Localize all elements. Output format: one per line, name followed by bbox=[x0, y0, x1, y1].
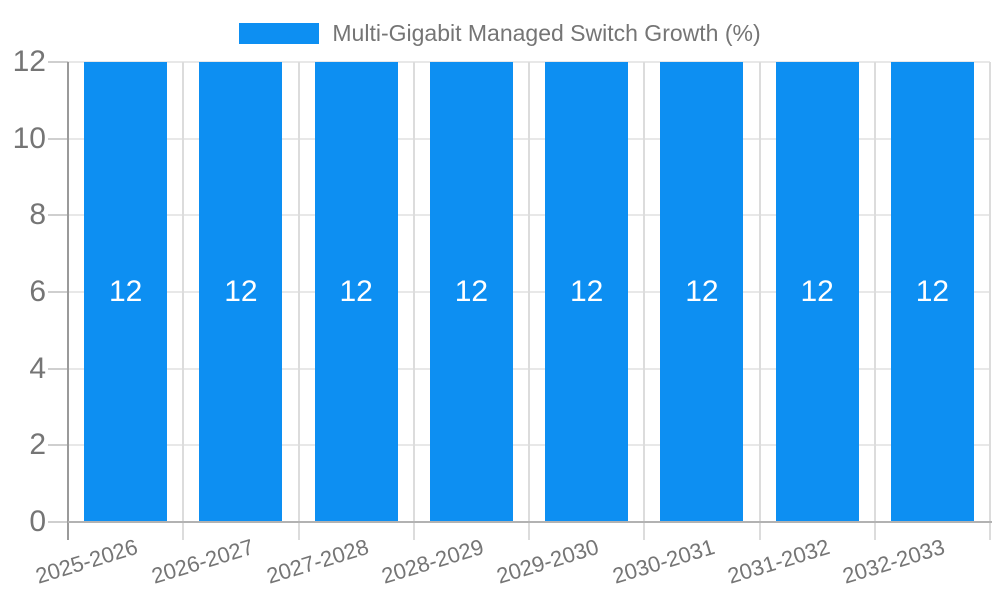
x-axis-tick-label: 2030-2031 bbox=[609, 534, 718, 589]
x-axis-tick-label: 2029-2030 bbox=[494, 534, 602, 589]
y-axis-tick bbox=[48, 521, 68, 523]
y-axis-tick-label: 10 bbox=[12, 121, 46, 155]
y-axis-tick-label: 4 bbox=[29, 351, 46, 385]
bar[interactable]: 12 bbox=[84, 62, 168, 522]
x-axis-tick-label: 2025-2026 bbox=[33, 534, 141, 589]
legend-label: Multi-Gigabit Managed Switch Growth (%) bbox=[332, 20, 761, 46]
y-axis-tick bbox=[48, 214, 68, 217]
gridline-vertical bbox=[412, 62, 415, 540]
y-axis-tick bbox=[48, 367, 68, 370]
gridline-vertical bbox=[182, 62, 185, 540]
bar[interactable]: 12 bbox=[890, 62, 974, 522]
gridline-vertical bbox=[643, 62, 646, 540]
x-axis-tick-label: 2031-2032 bbox=[724, 534, 833, 589]
gridline-vertical bbox=[873, 62, 876, 540]
bar[interactable]: 12 bbox=[429, 62, 513, 522]
x-axis-tick-label: 2027-2028 bbox=[263, 534, 372, 589]
gridline-vertical bbox=[528, 62, 530, 540]
bar-value-label: 12 bbox=[454, 275, 489, 308]
bar-value-label: 12 bbox=[108, 275, 143, 308]
plot-area: 12 12 12 12 12 12 12 12 bbox=[68, 61, 990, 522]
gridline-vertical bbox=[297, 62, 300, 540]
x-axis-tick-label: 2028-2029 bbox=[378, 534, 487, 589]
bar[interactable]: 12 bbox=[199, 62, 283, 522]
bar-value-label: 12 bbox=[339, 275, 373, 308]
chart-legend[interactable]: Multi-Gigabit Managed Switch Growth (%) bbox=[0, 20, 1000, 47]
y-axis-tick-label: 12 bbox=[12, 45, 46, 78]
y-axis-tick bbox=[48, 137, 68, 140]
y-axis-tick-label: 8 bbox=[29, 198, 46, 232]
y-axis-tick-label: 2 bbox=[29, 428, 46, 462]
y-axis-tick-label: 6 bbox=[29, 275, 46, 308]
y-axis-tick bbox=[48, 291, 68, 293]
gridline-vertical bbox=[989, 62, 991, 540]
y-axis-tick-label: 0 bbox=[29, 505, 46, 538]
bar[interactable]: 12 bbox=[545, 62, 629, 522]
y-axis-line bbox=[67, 62, 69, 540]
bar[interactable]: 12 bbox=[775, 62, 859, 522]
bar[interactable]: 12 bbox=[314, 62, 398, 522]
x-axis-tick-label: 2026-2027 bbox=[148, 534, 257, 589]
y-axis-tick bbox=[48, 61, 68, 63]
y-axis-tick bbox=[48, 444, 68, 447]
gridline-vertical bbox=[758, 62, 761, 540]
bar-value-label: 12 bbox=[685, 275, 719, 308]
bar-value-label: 12 bbox=[224, 275, 258, 308]
bar[interactable]: 12 bbox=[660, 62, 744, 522]
x-axis-line bbox=[68, 521, 992, 523]
bar-value-label: 12 bbox=[800, 275, 834, 308]
bar-value-label: 12 bbox=[915, 275, 950, 308]
bar-value-label: 12 bbox=[569, 275, 604, 308]
legend-swatch bbox=[239, 23, 320, 44]
x-axis-tick-label: 2032-2033 bbox=[839, 534, 948, 589]
